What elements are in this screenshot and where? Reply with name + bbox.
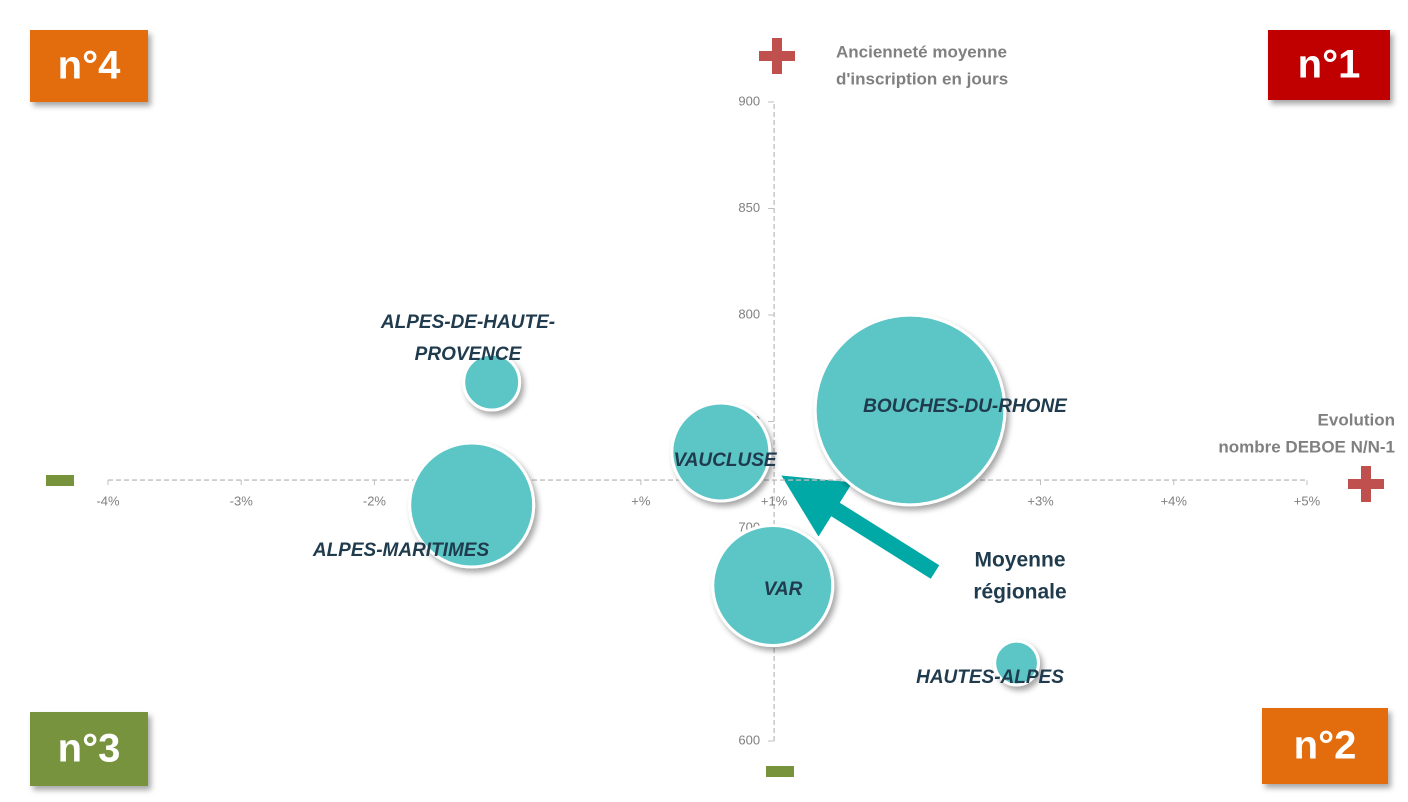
quadrant-box <box>1262 708 1388 784</box>
annotation: régionale <box>973 581 1066 604</box>
y-tick-label: 600 <box>738 732 760 747</box>
quadrant-box <box>1268 30 1390 100</box>
x-tick-label: +3% <box>1027 494 1054 509</box>
x-tick-label: +4% <box>1161 494 1188 509</box>
bubble <box>993 639 1040 687</box>
y-axis-title: Ancienneté moyenne <box>836 42 1007 61</box>
y-axis-title: d'inscription en jours <box>836 69 1008 88</box>
quadrant-label: n°1 <box>1298 43 1361 87</box>
x-axis-title: Evolution <box>1318 410 1395 429</box>
x-axis-title: nombre DEBOE N/N-1 <box>1218 437 1395 456</box>
x-tick-label: +1% <box>761 494 788 509</box>
x-tick-label: -3% <box>230 494 254 509</box>
y-tick-label: 800 <box>738 306 760 321</box>
annotation: Moyenne <box>974 549 1065 572</box>
bubble <box>670 401 772 503</box>
data-label: PROVENCE <box>415 344 523 365</box>
x-tick-label: -4% <box>96 494 120 509</box>
bubble <box>462 352 522 412</box>
quadrant-label: n°4 <box>58 44 121 88</box>
data-label: HAUTES-ALPES <box>916 667 1064 688</box>
y-tick-label: 850 <box>738 200 760 215</box>
data-label: VAR <box>764 579 803 600</box>
annotation-arrow <box>781 475 940 579</box>
quadrant-label: n°2 <box>1294 724 1357 768</box>
plus-icon <box>759 38 1384 502</box>
x-tick-label: +% <box>631 494 651 509</box>
data-label: BOUCHES-DU-RHONE <box>863 396 1068 417</box>
x-tick-label: +5% <box>1294 494 1321 509</box>
bubble <box>813 313 1007 507</box>
bubble <box>711 524 835 648</box>
y-tick-label: 900 <box>738 93 760 108</box>
quadrant-box <box>30 712 148 786</box>
quadrant-label: n°3 <box>58 727 121 771</box>
minus-icon <box>46 475 794 777</box>
data-label: ALPES-MARITIMES <box>312 540 490 561</box>
data-label: ALPES-DE-HAUTE- <box>380 312 555 333</box>
quadrant-box <box>30 30 148 102</box>
data-label: VAUCLUSE <box>673 450 777 471</box>
x-tick-label: -2% <box>363 494 387 509</box>
bubble <box>408 441 536 569</box>
